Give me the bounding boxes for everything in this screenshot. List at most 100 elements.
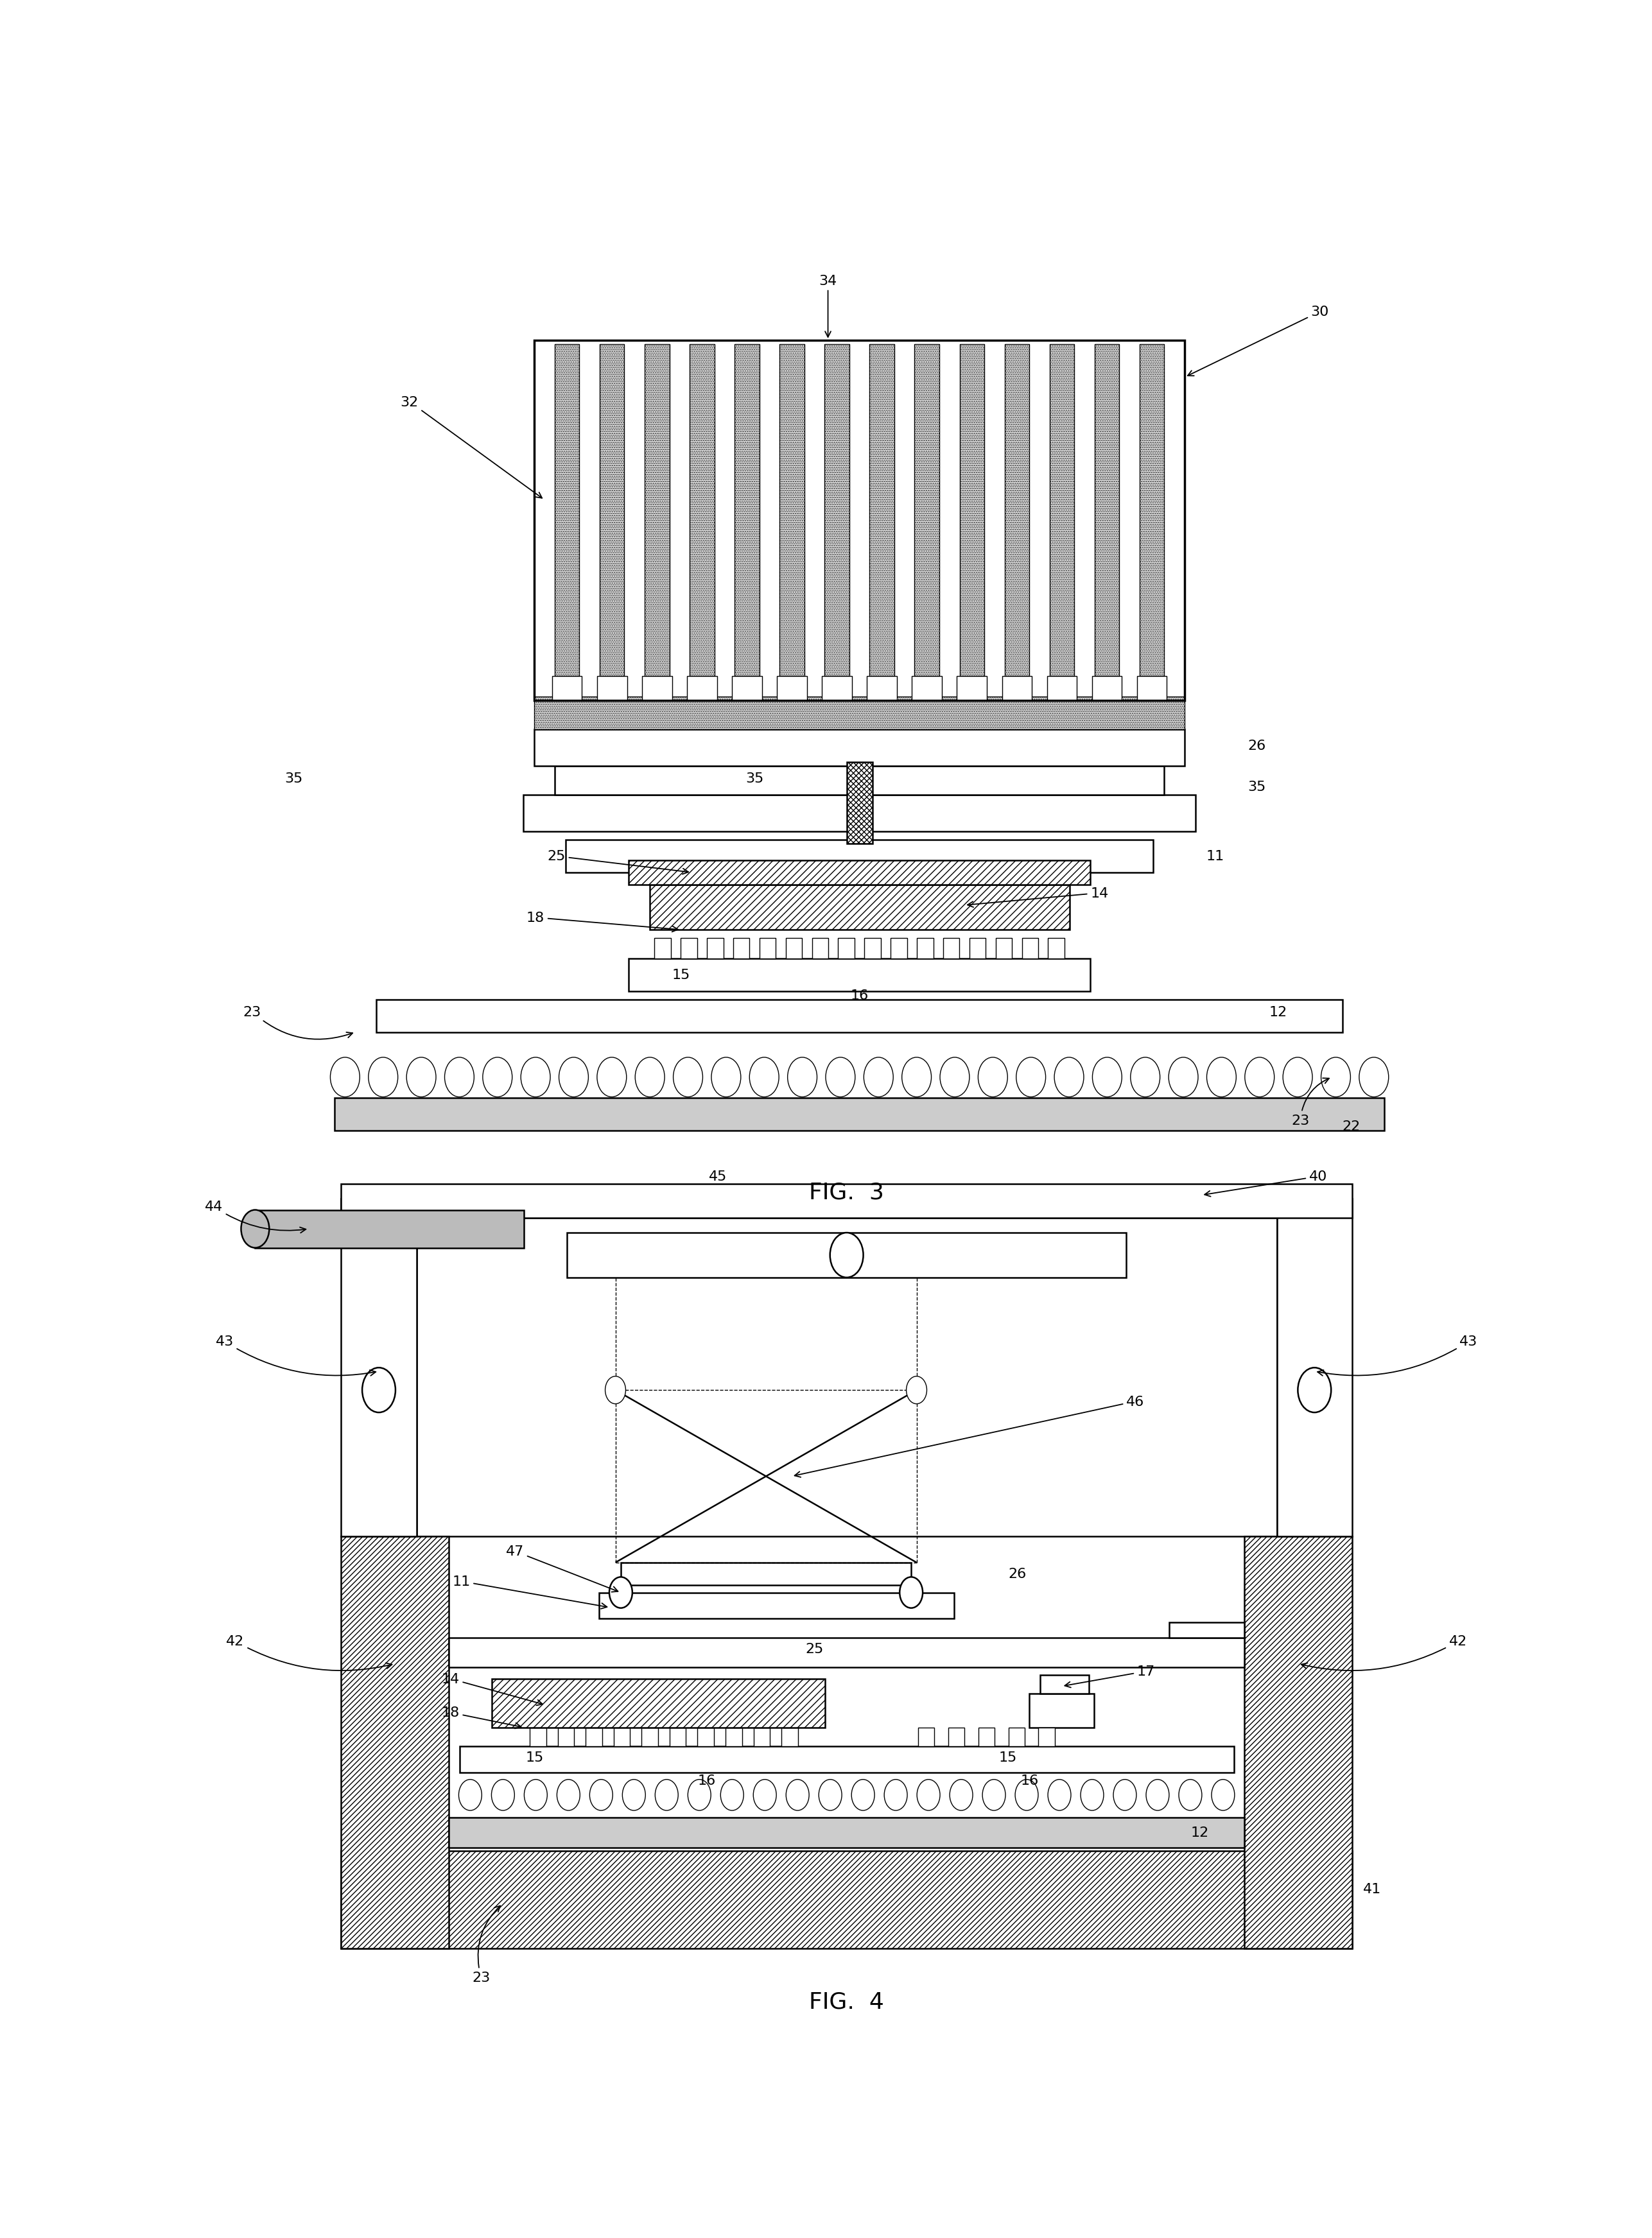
Bar <box>600 345 624 676</box>
Bar <box>1001 676 1032 700</box>
Bar <box>681 938 697 958</box>
Text: 25: 25 <box>805 1643 823 1656</box>
Circle shape <box>1298 1367 1332 1412</box>
Bar <box>377 1000 1343 1032</box>
Text: 47: 47 <box>506 1544 618 1591</box>
Bar <box>342 1851 1351 1949</box>
Bar <box>786 938 801 958</box>
Bar <box>890 938 907 958</box>
Bar <box>552 676 582 700</box>
Text: 26: 26 <box>1247 739 1265 752</box>
Circle shape <box>590 1779 613 1811</box>
Bar <box>1023 938 1037 958</box>
Text: 23: 23 <box>472 1907 501 1985</box>
Circle shape <box>596 1059 626 1097</box>
Bar <box>823 676 852 700</box>
Bar <box>1029 1694 1094 1728</box>
Bar <box>342 1200 416 1538</box>
Bar <box>1004 345 1029 676</box>
Bar <box>811 938 828 958</box>
Text: 26: 26 <box>1008 1567 1026 1580</box>
Text: 32: 32 <box>400 396 542 499</box>
Circle shape <box>950 1779 973 1811</box>
Bar <box>628 958 1090 991</box>
Bar <box>342 1538 449 1949</box>
Bar <box>596 676 628 700</box>
Bar <box>847 763 872 844</box>
Bar <box>628 859 1090 884</box>
Bar <box>687 676 717 700</box>
Bar <box>534 730 1184 765</box>
Bar <box>449 1638 1244 1667</box>
Text: 14: 14 <box>441 1672 542 1705</box>
Bar <box>864 938 881 958</box>
Circle shape <box>524 1779 547 1811</box>
Circle shape <box>520 1059 550 1097</box>
Text: 34: 34 <box>819 275 838 338</box>
Circle shape <box>1322 1059 1350 1097</box>
Circle shape <box>1246 1059 1274 1097</box>
Bar <box>1008 1728 1024 1746</box>
Circle shape <box>864 1059 894 1097</box>
Circle shape <box>1360 1059 1389 1097</box>
Bar <box>342 1184 1351 1217</box>
Circle shape <box>406 1059 436 1097</box>
Bar <box>1039 1728 1056 1746</box>
Bar <box>644 345 669 676</box>
Bar <box>1137 676 1166 700</box>
Circle shape <box>1206 1059 1236 1097</box>
Bar <box>780 345 805 676</box>
Bar <box>641 1728 657 1746</box>
Bar <box>735 345 760 676</box>
Text: 42: 42 <box>1302 1636 1467 1672</box>
Text: 16: 16 <box>851 989 869 1003</box>
Bar <box>917 938 933 958</box>
Bar <box>613 1728 629 1746</box>
Circle shape <box>1130 1059 1160 1097</box>
Circle shape <box>368 1059 398 1097</box>
Text: 16: 16 <box>1021 1775 1039 1786</box>
Bar <box>567 1233 1127 1278</box>
Text: 18: 18 <box>441 1705 520 1728</box>
Text: 42: 42 <box>226 1636 392 1672</box>
Circle shape <box>884 1779 907 1811</box>
Bar <box>919 1728 935 1746</box>
Circle shape <box>241 1211 269 1249</box>
Text: 17: 17 <box>1066 1665 1155 1687</box>
Circle shape <box>687 1779 710 1811</box>
Circle shape <box>558 1059 588 1097</box>
Bar <box>416 1217 1277 1538</box>
Bar <box>254 1211 524 1249</box>
Bar <box>449 1817 1244 1849</box>
Text: 35: 35 <box>284 772 302 786</box>
Bar <box>1049 345 1074 676</box>
Text: 14: 14 <box>968 886 1108 909</box>
Text: 43: 43 <box>1318 1336 1479 1376</box>
Text: 15: 15 <box>525 1750 544 1764</box>
Bar <box>334 1099 1384 1130</box>
Bar <box>565 839 1153 873</box>
Circle shape <box>983 1779 1006 1811</box>
Circle shape <box>1146 1779 1170 1811</box>
Circle shape <box>1014 1779 1037 1811</box>
Circle shape <box>444 1059 474 1097</box>
Bar <box>948 1728 965 1746</box>
Circle shape <box>1284 1059 1312 1097</box>
Bar <box>621 1562 912 1585</box>
Bar <box>1047 938 1064 958</box>
Bar <box>970 938 986 958</box>
Bar <box>586 1728 601 1746</box>
Circle shape <box>819 1779 843 1811</box>
Circle shape <box>907 1376 927 1403</box>
Bar <box>733 938 750 958</box>
Bar <box>530 1728 547 1746</box>
Circle shape <box>674 1059 702 1097</box>
Bar <box>492 1678 824 1728</box>
Bar <box>838 938 854 958</box>
Bar <box>753 1728 770 1746</box>
Bar <box>915 345 940 676</box>
Bar <box>1244 1538 1351 1949</box>
Bar <box>643 676 672 700</box>
Text: 22: 22 <box>1343 1119 1361 1132</box>
Bar <box>867 676 897 700</box>
